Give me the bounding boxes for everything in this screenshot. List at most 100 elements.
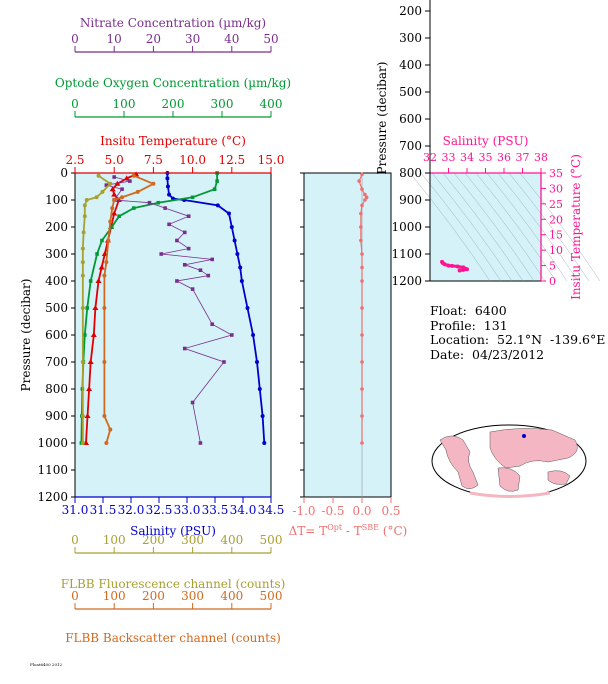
density-contour — [453, 172, 535, 282]
delta-t-point — [360, 203, 364, 208]
fluorescence-tick-label: 0 — [71, 533, 79, 547]
delta-t-tick-label: -0.5 — [321, 504, 344, 518]
pressure-tick-label: 1200 — [37, 490, 68, 504]
salinity-tick-label: 33.0 — [174, 503, 201, 517]
backscatter-point — [104, 260, 109, 265]
ts-salinity-tick-label: 36 — [497, 151, 511, 164]
pressure-tick-label: 300 — [45, 247, 68, 261]
nitrate-point — [210, 322, 214, 326]
salinity-tick-label: 33.5 — [202, 503, 229, 517]
backscatter-point — [110, 206, 115, 211]
nitrate-point — [186, 214, 191, 218]
temperature-tick-label: 2.5 — [65, 153, 84, 167]
delta-t-point — [360, 333, 364, 337]
pressure-tick-label: 0 — [60, 166, 68, 180]
fluorescence-tick-label: 500 — [260, 533, 283, 547]
oxygen-point — [83, 333, 87, 337]
fluorescence-point — [82, 214, 87, 219]
nitrate-point — [128, 179, 132, 183]
ts-pressure-tick-label: 700 — [399, 139, 422, 153]
nitrate-axis-title: Nitrate Concentration (µm/kg) — [80, 16, 266, 30]
salinity-tick-label: 32.0 — [118, 503, 145, 517]
ts-temperature-tick-label: 15 — [549, 229, 563, 242]
nitrate-point — [190, 400, 195, 405]
ts-salinity-tick-label: 34 — [460, 151, 474, 164]
density-contour — [508, 172, 590, 282]
delta-t-point — [359, 211, 363, 216]
ts-point — [450, 263, 455, 268]
backscatter-point — [151, 181, 156, 186]
nitrate-point — [147, 200, 152, 205]
oxygen-tick-label: 400 — [260, 97, 283, 111]
pressure-tick-label: 200 — [45, 220, 68, 234]
oxygen-point — [190, 195, 195, 200]
salinity-point — [215, 203, 220, 208]
backscatter-point — [108, 427, 113, 432]
ts-temperature-tick-label: 20 — [549, 213, 563, 226]
salinity-tick-label: 31.0 — [62, 503, 89, 517]
nitrate-tick-label: 10 — [107, 32, 122, 46]
ts-pressure-tick-label: 1000 — [391, 220, 422, 234]
fluorescence-point — [84, 198, 89, 202]
temperature-tick-label: 12.5 — [218, 153, 245, 167]
nitrate-tick-label: 30 — [185, 32, 200, 46]
ts-salinity-tick-label: 35 — [479, 151, 493, 164]
ts-temperature-tick-label: 0 — [549, 275, 556, 288]
temperature-point — [86, 386, 93, 391]
salinity-tick-label: 34.0 — [230, 503, 257, 517]
oxygen-point — [132, 206, 136, 210]
backscatter-point — [131, 173, 136, 178]
fluorescence-point — [108, 181, 113, 186]
salinity-point — [238, 265, 243, 270]
fluorescence-point — [80, 441, 85, 445]
ts-temperature-tick-label: 30 — [549, 182, 563, 195]
delta-t-point — [360, 187, 364, 191]
delta-t-point — [359, 225, 363, 229]
delta-t-point — [363, 192, 367, 197]
delta-t-point — [359, 238, 363, 243]
oxygen-point — [95, 252, 99, 256]
salinity-point — [165, 176, 170, 181]
nitrate-point — [182, 230, 187, 235]
density-contour — [475, 172, 557, 282]
delta-t-tick-label: 0.5 — [381, 504, 400, 518]
ts-point — [442, 262, 447, 267]
backscatter-tick-label: 500 — [260, 589, 283, 603]
nitrate-point — [159, 252, 164, 256]
ts-pressure-tick-label: 600 — [399, 112, 422, 126]
nitrate-point — [163, 206, 167, 210]
salinity-point — [255, 360, 259, 364]
temperature-tick-label: 7.5 — [144, 153, 163, 167]
pressure-tick-label: 800 — [45, 382, 68, 396]
float-location-marker — [522, 434, 526, 438]
float-info-block: Float: 6400 Profile: 131 Location: 52.1°… — [430, 303, 605, 362]
nitrate-point — [120, 187, 124, 191]
delta-t-point — [360, 279, 364, 283]
backscatter-point — [135, 189, 140, 194]
ts-point — [457, 268, 462, 273]
salinity-point — [257, 387, 262, 391]
salinity-point — [232, 238, 237, 243]
fluorescence-point — [80, 306, 85, 310]
salinity-point — [239, 279, 244, 283]
density-contour — [464, 172, 546, 282]
ts-salinity-title: Salinity (PSU) — [443, 134, 529, 148]
backscatter-point — [120, 195, 125, 200]
ts-salinity-tick-label: 38 — [534, 151, 548, 164]
delta-t-axis-title: ΔT= TOpt - TSBE (°C) — [289, 523, 408, 538]
ts-pressure-tick-label: 1100 — [391, 247, 422, 261]
nitrate-point — [186, 246, 191, 251]
delta-t-point — [360, 252, 364, 256]
map-land-australia — [547, 470, 571, 485]
temperature-point — [84, 413, 91, 418]
backscatter-point — [102, 306, 107, 310]
delta-t-tick-label: -1.0 — [292, 504, 315, 518]
delta-t-point — [360, 414, 364, 418]
nitrate-point — [175, 279, 179, 283]
ts-pressure-axis-title: Pressure (decibar) — [375, 62, 389, 175]
ts-temperature-tick-label: 10 — [549, 244, 563, 257]
density-contour — [420, 172, 502, 282]
temperature-point — [109, 186, 116, 192]
nitrate-point — [182, 263, 187, 267]
delta-t-point — [360, 306, 364, 310]
